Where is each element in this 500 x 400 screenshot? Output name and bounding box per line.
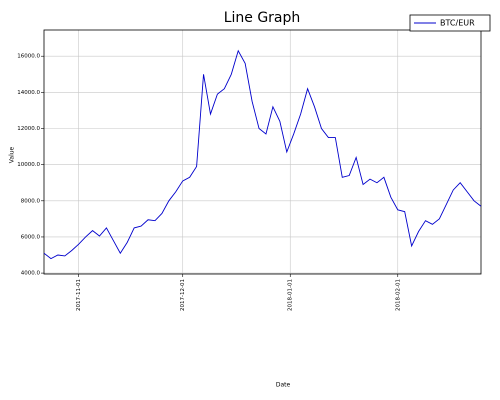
data-line	[43, 49, 482, 260]
x-tick-label: 2018-01-01	[288, 279, 294, 311]
y-tick-label: 12000.0	[17, 126, 40, 132]
y-tick-label: 6000.0	[21, 234, 41, 240]
legend-box	[409, 14, 491, 32]
y-tick-label: 4000.0	[21, 271, 41, 277]
x-tick-label: 2018-02-01	[395, 279, 401, 311]
plot-area	[44, 30, 481, 274]
y-tick-label: 8000.0	[21, 198, 41, 204]
y-tick-label: 14000.0	[17, 90, 40, 96]
x-tick-label: 2017-11-01	[76, 279, 82, 311]
y-tick-label: 10000.0	[17, 162, 40, 168]
y-axis-label: Value	[9, 146, 16, 163]
x-tick-label: 2017-12-01	[180, 279, 186, 311]
legend-label: BTC/EUR	[440, 19, 475, 28]
y-tick-label: 16000.0	[17, 54, 40, 60]
chart-title: Line Graph	[224, 10, 301, 26]
x-axis-label: Date	[276, 382, 291, 389]
plot-frame	[43, 29, 482, 275]
